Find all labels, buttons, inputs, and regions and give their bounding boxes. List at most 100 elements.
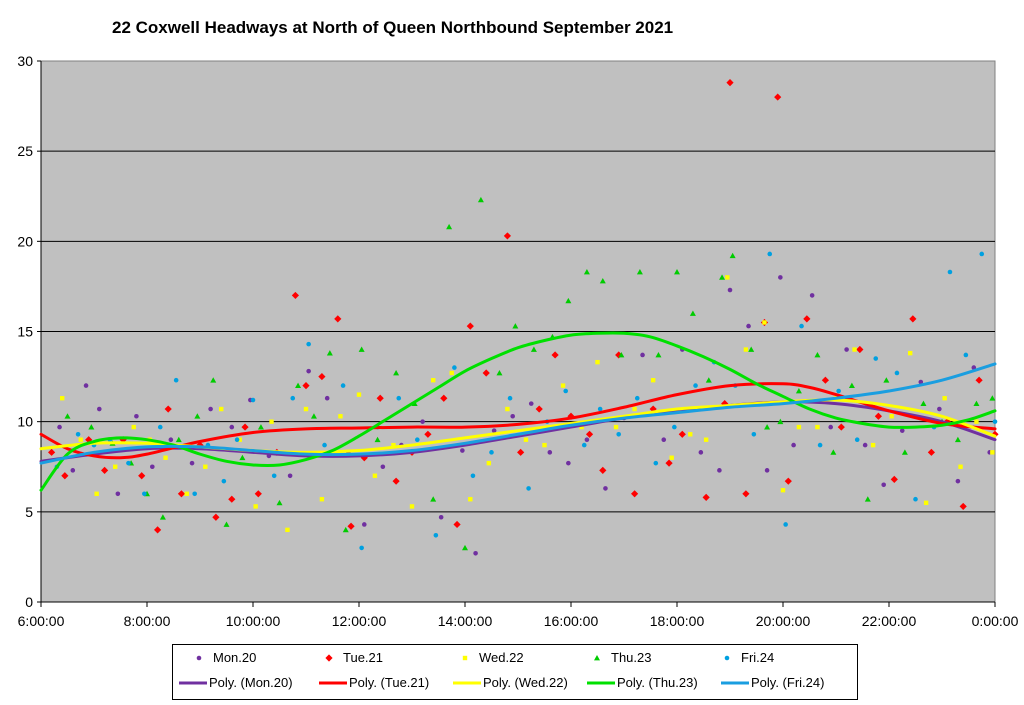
y-tick-label: 20 (17, 233, 33, 249)
data-point (774, 93, 782, 101)
data-point (257, 424, 264, 430)
data-point (837, 423, 845, 431)
data-point (828, 424, 833, 430)
data-point (154, 526, 162, 534)
legend-marker-icon (724, 655, 730, 660)
y-tick-label: 5 (25, 504, 33, 520)
x-tick-label: 6:00:00 (18, 613, 65, 629)
series-mon-20 (57, 275, 992, 556)
data-point (883, 377, 890, 383)
data-point (269, 419, 274, 424)
data-point (253, 504, 258, 509)
trendline-poly-fri-24 (39, 362, 997, 465)
data-point (83, 383, 89, 388)
data-point (291, 291, 299, 300)
data-point (234, 437, 240, 443)
data-point (762, 320, 767, 325)
data-point (64, 413, 71, 419)
data-point (585, 430, 594, 438)
trendlines (39, 331, 997, 492)
y-tick-label: 30 (17, 53, 33, 69)
data-point (409, 504, 415, 509)
data-point (567, 412, 575, 420)
data-point (168, 437, 174, 443)
data-point (358, 346, 365, 352)
legend-marker-icon (325, 653, 333, 662)
data-point (909, 315, 917, 323)
data-point (726, 79, 734, 87)
data-point (250, 397, 256, 403)
data-point (462, 544, 468, 551)
data-point (565, 297, 572, 304)
data-point (636, 268, 643, 275)
data-point (322, 442, 327, 448)
data-point (203, 464, 208, 469)
legend-label: Thu.23 (611, 650, 652, 665)
data-point (830, 449, 837, 455)
legend-item: Poly. (Thu.23) (587, 675, 721, 690)
data-point (803, 315, 811, 323)
data-point (777, 418, 784, 425)
data-point (542, 442, 547, 448)
data-point (991, 430, 999, 438)
data-point (535, 405, 543, 413)
axes: 0 5 10 15 20 25 30 6:00:00 8:00:00 10:00:00 12:00:… (17, 53, 1018, 629)
data-point (510, 413, 515, 419)
data-point (78, 437, 83, 442)
data-point (489, 450, 494, 455)
legend-marker (325, 653, 333, 662)
data-point (453, 520, 461, 529)
data-point (864, 496, 871, 502)
data-point (678, 430, 686, 438)
data-point (796, 424, 802, 430)
data-point (115, 491, 121, 497)
data-point (698, 450, 704, 455)
data-point (632, 406, 637, 412)
legend-marker (462, 655, 468, 660)
data-point (955, 478, 961, 484)
legend-line-icon (453, 681, 481, 684)
data-point (290, 395, 296, 401)
data-point (783, 522, 788, 527)
y-tick-label: 15 (17, 324, 33, 340)
data-point (971, 365, 977, 370)
data-point (551, 351, 559, 359)
legend-marker (196, 655, 202, 660)
data-point (48, 448, 56, 456)
data-point (923, 500, 929, 506)
data-point (799, 323, 804, 329)
data-point (778, 275, 783, 280)
data-point (920, 400, 927, 407)
data-point (420, 419, 425, 424)
data-point (640, 352, 645, 358)
data-point (177, 490, 186, 498)
legend-label: Poly. (Fri.24) (751, 675, 825, 690)
legend: Mon.20 Tue.21 Wed.22 Thu.23 Fri.24 Poly. (Mo… (172, 644, 858, 700)
data-point (523, 437, 529, 442)
data-point (374, 436, 381, 443)
data-point (901, 449, 908, 455)
data-point (452, 365, 457, 370)
data-point (440, 394, 448, 402)
data-point (391, 442, 396, 448)
data-point (814, 351, 821, 358)
data-point (173, 377, 179, 383)
data-point (688, 432, 693, 437)
y-tick-label: 0 (25, 594, 33, 610)
data-point (631, 490, 639, 498)
data-point (992, 419, 998, 424)
data-point (870, 442, 876, 448)
data-point (150, 464, 155, 470)
x-tick-label: 14:00:00 (438, 613, 493, 629)
data-point (764, 424, 771, 430)
data-point (528, 401, 534, 406)
data-point (579, 424, 584, 430)
data-point (138, 472, 146, 480)
data-point (159, 514, 166, 520)
data-point (566, 460, 571, 466)
data-point (844, 347, 849, 352)
legend-label: Wed.22 (479, 650, 524, 665)
data-point (189, 460, 195, 466)
legend-label: Poly. (Thu.23) (617, 675, 698, 690)
data-point (947, 269, 953, 275)
